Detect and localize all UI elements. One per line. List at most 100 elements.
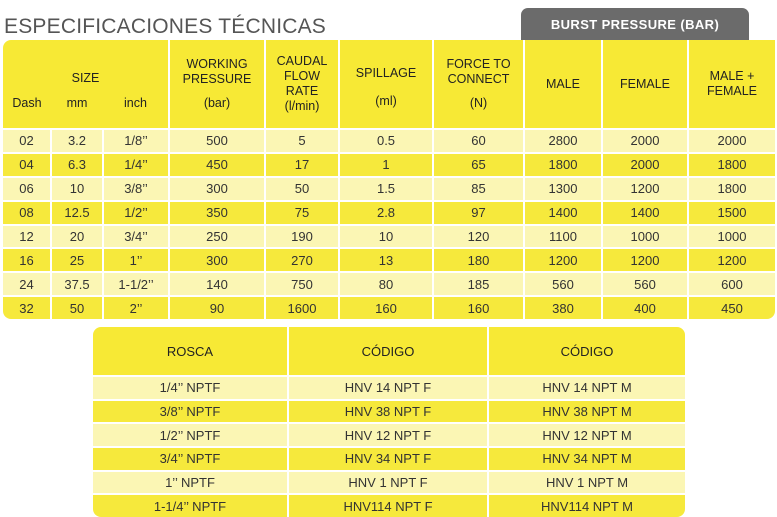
mm-header: mm: [51, 96, 103, 129]
caudal-unit: (l/min): [284, 99, 320, 113]
table-row: 1/2’’ NPTF HNV 12 NPT F HNV 12 NPT M: [93, 422, 685, 448]
cell-codigo-f: HNV 14 NPT F: [288, 375, 489, 400]
cell-inch: 1’’: [103, 247, 171, 273]
table-row: 24 37.5 1-1/2’’ 140 750 80 185 560 560 600: [3, 271, 776, 297]
cell-working-pressure: 300: [169, 175, 267, 201]
table-row: 12 20 3/4’’ 250 190 10 120 1100 1000 1000: [3, 223, 776, 249]
cell-caudal: 17: [265, 151, 341, 177]
working-pressure-line1: WORKING: [186, 57, 248, 71]
cell-codigo-m: HNV114 NPT M: [488, 493, 685, 517]
cell-working-pressure: 450: [169, 151, 267, 177]
force-line2: CONNECT: [447, 72, 510, 86]
rosca-header: ROSCA: [93, 327, 289, 376]
cell-working-pressure: 350: [169, 199, 267, 225]
dash-header: Dash: [3, 96, 51, 129]
cell-working-pressure: 90: [169, 295, 267, 320]
cell-inch: 3/4’’: [103, 223, 171, 249]
cell-inch: 1/2’’: [103, 199, 171, 225]
cell-male-female: 2000: [688, 128, 776, 153]
cell-male-female: 450: [688, 295, 776, 320]
cell-mm: 6.3: [51, 151, 104, 177]
cell-inch: 1/4’’: [103, 151, 171, 177]
table-row: 32 50 2’’ 90 1600 160 160 380 400 450: [3, 295, 776, 320]
rosca-table: ROSCA CÓDIGO CÓDIGO 1/4’’ NPTF HNV 14 NPT…: [93, 327, 685, 517]
cell-mm: 37.5: [51, 271, 104, 297]
cell-female: 1000: [602, 223, 690, 249]
cell-dash: 12: [3, 223, 52, 249]
cell-mm: 25: [51, 247, 104, 273]
cell-force: 185: [433, 271, 526, 297]
cell-codigo-f: HNV 38 NPT F: [288, 398, 489, 424]
female-header: FEMALE: [602, 40, 690, 129]
cell-mm: 12.5: [51, 199, 104, 225]
cell-codigo-m: HNV 38 NPT M: [488, 398, 685, 424]
cell-rosca: 1/4’’ NPTF: [93, 375, 289, 400]
cell-rosca: 3/4’’ NPTF: [93, 446, 289, 471]
cell-inch: 3/8’’: [103, 175, 171, 201]
cell-dash: 04: [3, 151, 52, 177]
cell-codigo-f: HNV114 NPT F: [288, 493, 489, 517]
cell-inch: 2’’: [103, 295, 171, 320]
cell-dash: 06: [3, 175, 52, 201]
cell-caudal: 75: [265, 199, 341, 225]
cell-force: 65: [433, 151, 526, 177]
spec-table: SIZE WORKING PRESSURE (bar) CAUDAL FLOW …: [3, 40, 776, 320]
spillage-unit: (ml): [375, 93, 397, 108]
cell-spillage: 80: [339, 271, 435, 297]
table-row: 3/4’’ NPTF HNV 34 NPT F HNV 34 NPT M: [93, 446, 685, 471]
cell-dash: 16: [3, 247, 52, 273]
cell-codigo-m: HNV 1 NPT M: [488, 469, 685, 495]
cell-codigo-m: HNV 12 NPT M: [488, 422, 685, 448]
male-female-header: MALE + FEMALE: [688, 40, 776, 129]
codigo-f-header: CÓDIGO: [288, 327, 489, 376]
caudal-header: CAUDAL FLOW RATE (l/min): [265, 40, 341, 129]
table-row: 16 25 1’’ 300 270 13 180 1200 1200 1200: [3, 247, 776, 273]
cell-dash: 02: [3, 128, 52, 153]
force-line1: FORCE TO: [446, 57, 511, 71]
cell-spillage: 1.5: [339, 175, 435, 201]
cell-female: 1200: [602, 247, 690, 273]
cell-rosca: 1-1/4’’ NPTF: [93, 493, 289, 517]
cell-female: 400: [602, 295, 690, 320]
cell-caudal: 270: [265, 247, 341, 273]
cell-female: 1200: [602, 175, 690, 201]
cell-caudal: 5: [265, 128, 341, 153]
cell-male-female: 1800: [688, 175, 776, 201]
table-row: 06 10 3/8’’ 300 50 1.5 85 1300 1200 1800: [3, 175, 776, 201]
cell-male-female: 1200: [688, 247, 776, 273]
inch-header: inch: [103, 96, 171, 129]
cell-male: 1100: [524, 223, 604, 249]
cell-codigo-f: HNV 12 NPT F: [288, 422, 489, 448]
cell-force: 120: [433, 223, 526, 249]
working-pressure-line2: PRESSURE: [182, 72, 252, 86]
cell-inch: 1/8’’: [103, 128, 171, 153]
table-row: 1-1/4’’ NPTF HNV114 NPT F HNV114 NPT M: [93, 493, 685, 517]
cell-rosca: 1/2’’ NPTF: [93, 422, 289, 448]
cell-spillage: 0.5: [339, 128, 435, 153]
cell-female: 2000: [602, 128, 690, 153]
cell-codigo-f: HNV 34 NPT F: [288, 446, 489, 471]
cell-male-female: 1500: [688, 199, 776, 225]
cell-force: 60: [433, 128, 526, 153]
cell-mm: 50: [51, 295, 104, 320]
cell-female: 2000: [602, 151, 690, 177]
cell-force: 97: [433, 199, 526, 225]
cell-force: 160: [433, 295, 526, 320]
male-female-line2: FEMALE: [707, 84, 758, 98]
cell-dash: 32: [3, 295, 52, 320]
cell-male-female: 1800: [688, 151, 776, 177]
caudal-line3: RATE: [285, 84, 319, 98]
table-row: 04 6.3 1/4’’ 450 17 1 65 1800 2000 1800: [3, 151, 776, 177]
cell-caudal: 1600: [265, 295, 341, 320]
cell-male-female: 600: [688, 271, 776, 297]
cell-spillage: 13: [339, 247, 435, 273]
working-pressure-header: WORKING PRESSURE (bar): [169, 40, 267, 129]
cell-force: 85: [433, 175, 526, 201]
cell-inch: 1-1/2’’: [103, 271, 171, 297]
cell-rosca: 3/8’’ NPTF: [93, 398, 289, 424]
force-header: FORCE TO CONNECT (N): [433, 40, 526, 129]
table-row: 1/4’’ NPTF HNV 14 NPT F HNV 14 NPT M: [93, 375, 685, 400]
cell-male: 1200: [524, 247, 604, 273]
table-row: 02 3.2 1/8’’ 500 5 0.5 60 2800 2000 2000: [3, 128, 776, 153]
table-row: 3/8’’ NPTF HNV 38 NPT F HNV 38 NPT M: [93, 398, 685, 424]
